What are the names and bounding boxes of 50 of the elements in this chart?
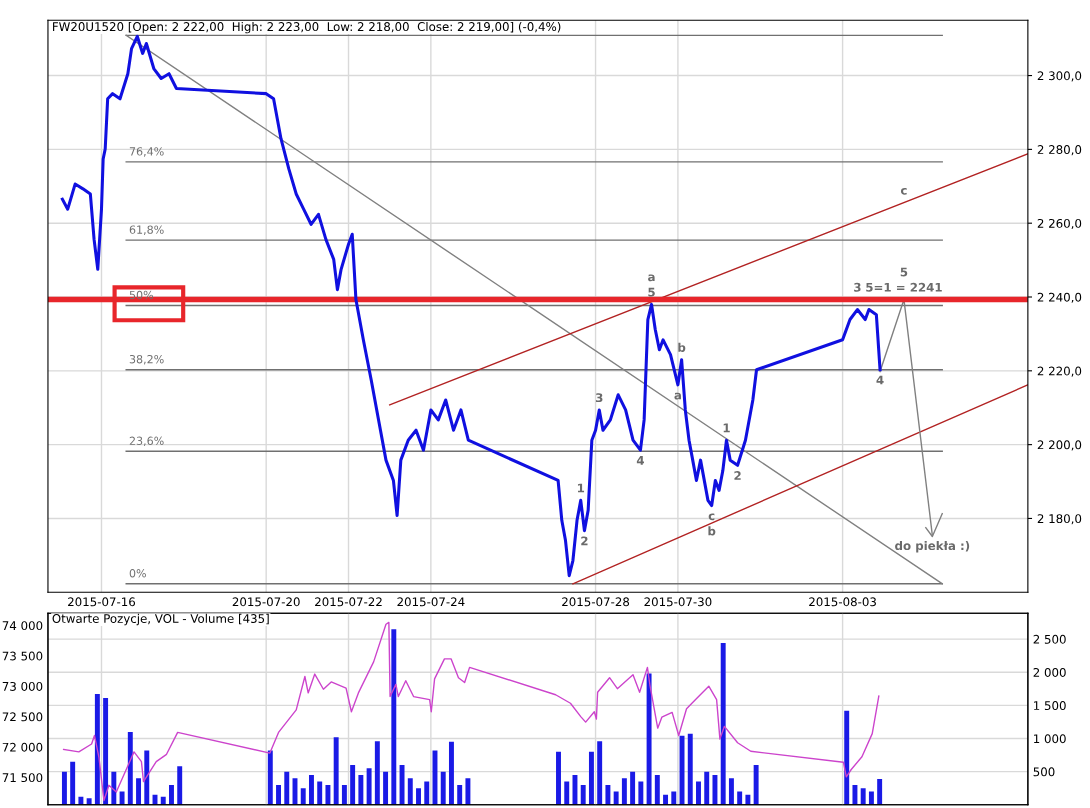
chart-title: Otwarte Pozycje, VOL - Volume [435] — [52, 613, 269, 626]
y-tick-label: 2 260,0 — [1037, 218, 1082, 230]
y2-tick-label: 2 000 — [1033, 667, 1066, 677]
y-tick-label: 74 000 — [2, 621, 43, 631]
annotation: 1 — [723, 423, 730, 433]
annotation: a — [648, 274, 655, 282]
annotation: 0% — [129, 569, 146, 578]
annotation: 61,8% — [129, 225, 164, 235]
annotation: 3 — [595, 393, 603, 403]
y-tick-label: 2 180,0 — [1037, 514, 1082, 525]
annotation: 1 — [577, 483, 585, 493]
x-tick-label: 2015-07-16 — [68, 597, 136, 607]
annotation: a — [674, 392, 681, 400]
annotation: b — [708, 526, 716, 536]
y-tick-label: 2 200,0 — [1037, 440, 1082, 451]
annotation: 2 — [581, 536, 588, 546]
annotation: 5 — [900, 267, 908, 277]
y-tick-label: 2 240,0 — [1037, 292, 1082, 303]
annotation: 23,6% — [129, 436, 164, 447]
chart-title: FW20U1520 [Open: 2 222,00 High: 2 223,00 Low: 2 218,00 Close: 2 219,00] (-0,4%) — [53, 21, 561, 34]
x-tick-label: 2015-07-30 — [644, 597, 712, 607]
y-tick-label: 2 280,0 — [1037, 145, 1082, 156]
annotation: 4 — [876, 375, 884, 385]
annotation: do piekła :) — [895, 540, 970, 553]
annotation: 76,4% — [129, 147, 164, 157]
annotation: 5=1 = 2241 — [866, 282, 942, 292]
annotation: 38,2% — [129, 354, 164, 365]
y2-tick-label: 1 500 — [1034, 701, 1066, 711]
annotation: b — [678, 342, 686, 352]
x-tick-label: 2015-08-03 — [809, 597, 876, 607]
x-tick-label: 2015-07-28 — [562, 597, 630, 607]
annotation: 4 — [636, 456, 645, 465]
annotation: c — [900, 187, 907, 195]
y-tick-label: 71 500 — [2, 773, 43, 783]
y-tick-label: 73 000 — [2, 681, 43, 691]
x-tick-label: 2015-07-20 — [232, 597, 300, 607]
y-tick-label: 72 000 — [2, 742, 43, 752]
y-tick-label: 2 300,0 — [1037, 71, 1082, 82]
annotation: 5 — [648, 287, 655, 297]
y2-tick-label: 1 000 — [1034, 734, 1066, 744]
annotation: c — [708, 513, 715, 521]
x-tick-label: 2015-07-24 — [397, 597, 465, 607]
annotation: 3 — [854, 282, 861, 292]
y2-tick-label: 500 — [1033, 767, 1055, 777]
y-tick-label: 72 500 — [2, 712, 43, 722]
y-tick-label: 2 220,0 — [1037, 366, 1082, 377]
annotation: 2 — [734, 471, 741, 480]
y-tick-label: 73 500 — [2, 651, 43, 661]
x-tick-label: 2015-07-22 — [315, 597, 382, 607]
y2-tick-label: 2 500 — [1033, 634, 1066, 644]
